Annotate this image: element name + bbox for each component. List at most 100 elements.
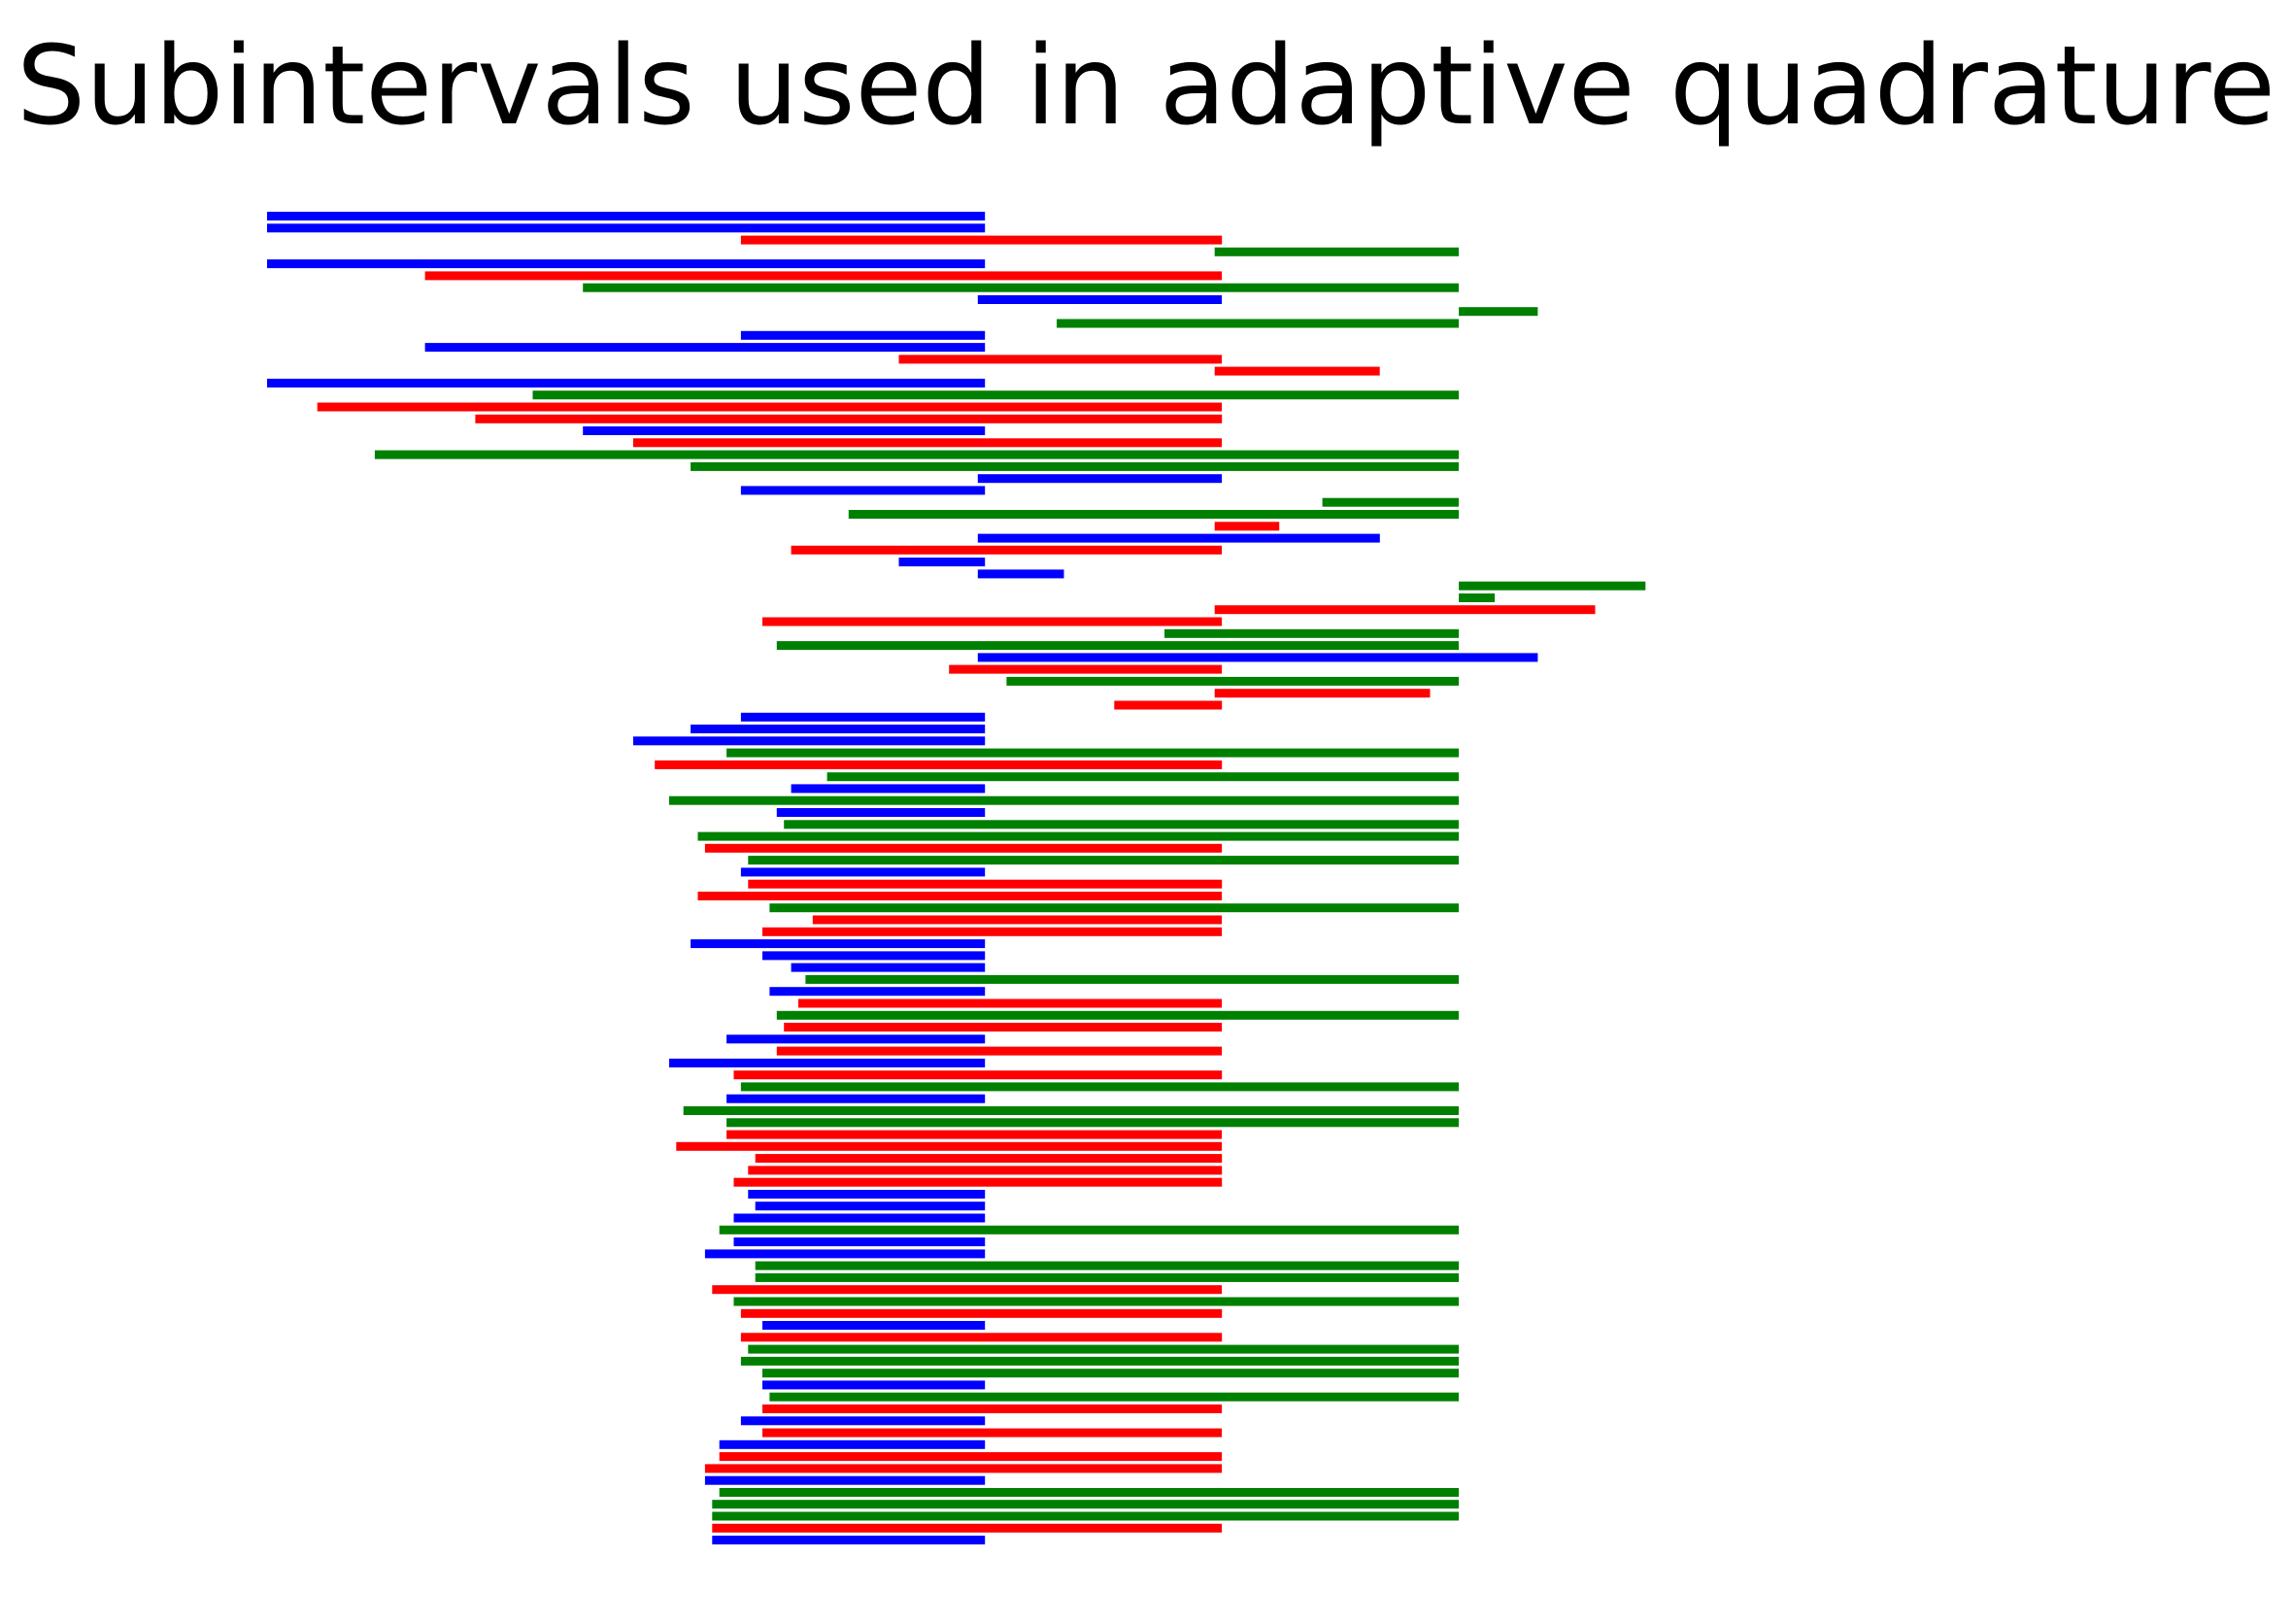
interval-bar-blue <box>704 1249 986 1259</box>
interval-bar-blue <box>748 1190 986 1199</box>
interval-bar-blue <box>740 486 986 495</box>
interval-bar-red <box>633 438 1223 448</box>
interval-bar-green <box>769 1392 1459 1402</box>
interval-bar-blue <box>977 295 1223 304</box>
interval-bar-red <box>704 843 1223 853</box>
interval-bar-green <box>776 641 1459 651</box>
interval-bar-red <box>1214 522 1280 531</box>
interval-bar-blue <box>424 343 986 353</box>
interval-bar-green <box>719 1488 1460 1497</box>
interval-bar-green <box>1214 247 1459 256</box>
interval-bar-red <box>1214 689 1431 698</box>
interval-bar-red <box>762 1428 1223 1438</box>
interval-bar-red <box>755 1154 1223 1164</box>
interval-bar-green <box>784 820 1459 829</box>
interval-bar-green <box>726 748 1460 758</box>
interval-bar-red <box>740 235 1223 245</box>
interval-bar-green <box>1164 628 1460 638</box>
interval-bar-blue <box>740 867 986 877</box>
interval-bar-blue <box>762 951 986 961</box>
interval-bar-green <box>1459 593 1496 602</box>
interval-bar-red <box>475 414 1223 423</box>
interval-bar-blue <box>719 1439 986 1449</box>
interval-bar-blue <box>762 1321 986 1330</box>
interval-bar-red <box>776 1046 1223 1056</box>
interval-bar-blue <box>267 259 986 269</box>
interval-bar-green <box>769 903 1459 913</box>
interval-bar-blue <box>704 1475 986 1485</box>
interval-bar-blue <box>791 963 986 972</box>
interval-bar-green <box>669 795 1460 805</box>
interval-bar-blue <box>712 1536 986 1545</box>
interval-bar-red <box>791 545 1223 555</box>
interval-bar-red <box>676 1141 1223 1151</box>
interval-bar-green <box>1057 319 1460 328</box>
interval-bar-red <box>726 1130 1223 1139</box>
interval-bar-blue <box>755 1201 986 1211</box>
interval-bar-blue <box>791 784 986 794</box>
interval-bar-green <box>697 831 1460 841</box>
interval-bar-green <box>719 1225 1460 1235</box>
interval-bar-green <box>583 283 1459 292</box>
interval-bar-green <box>776 1010 1459 1020</box>
interval-bar-green <box>532 390 1460 400</box>
interval-bar-red <box>762 617 1223 626</box>
interval-bar-green <box>755 1272 1460 1282</box>
interval-bar-green <box>683 1106 1459 1115</box>
interval-bar-green <box>726 1118 1460 1128</box>
interval-bar-green <box>826 772 1460 782</box>
interval-bar-red <box>1214 366 1380 376</box>
interval-bar-green <box>691 461 1459 471</box>
interval-bar-blue <box>669 1058 986 1067</box>
interval-bar-red <box>704 1464 1223 1473</box>
interval-bars <box>267 212 1646 1545</box>
interval-bar-red <box>733 1177 1223 1187</box>
interval-bar-red <box>898 355 1223 364</box>
interval-bar-red <box>712 1285 1223 1295</box>
interval-bar-red <box>798 998 1223 1008</box>
interval-bar-red <box>697 892 1223 900</box>
interval-bar-red <box>1114 700 1223 710</box>
interval-bar-green <box>1459 307 1538 317</box>
interval-bar-red <box>762 927 1223 936</box>
interval-bar-red <box>733 1070 1223 1080</box>
interval-bar-green <box>712 1511 1460 1521</box>
interval-bar-red <box>712 1523 1223 1533</box>
interval-bar-blue <box>691 939 986 949</box>
interval-bar-blue <box>733 1237 986 1247</box>
interval-bar-blue <box>267 212 986 220</box>
interval-bar-blue <box>726 1094 986 1103</box>
interval-bar-blue <box>740 330 986 340</box>
interval-bar-green <box>740 1082 1460 1092</box>
interval-bar-blue <box>633 736 986 746</box>
interval-bar-green <box>748 856 1460 865</box>
interval-bar-red <box>317 402 1223 412</box>
interval-bar-red <box>784 1023 1223 1032</box>
interval-bar-green <box>712 1500 1460 1509</box>
interval-bar-green <box>805 974 1460 984</box>
interval-bar-blue <box>769 987 986 997</box>
interval-bar-blue <box>762 1380 986 1390</box>
interval-bar-red <box>1214 605 1596 615</box>
interval-bar-blue <box>740 1416 986 1426</box>
interval-bar-green <box>1006 676 1460 686</box>
interval-bar-blue <box>733 1213 986 1223</box>
interval-bar-blue <box>776 808 986 817</box>
interval-bar-red <box>812 915 1223 925</box>
interval-bar-red <box>655 760 1223 769</box>
interval-bar-red <box>740 1333 1223 1342</box>
interval-bar-blue <box>726 1034 986 1044</box>
interval-bar-red <box>424 271 1223 281</box>
interval-bar-blue <box>267 378 986 388</box>
interval-bar-blue <box>740 712 986 722</box>
interval-bar-red <box>740 1308 1223 1318</box>
interval-bar-red <box>748 1166 1223 1175</box>
interval-bar-red <box>949 664 1223 674</box>
interval-bar-blue <box>267 223 986 233</box>
interval-bar-green <box>1322 497 1459 507</box>
interval-bar-blue <box>977 474 1223 484</box>
interval-bar-green <box>1459 581 1646 591</box>
interval-bar-green <box>748 1344 1460 1354</box>
chart-title: Subintervals used in adaptive quadrature <box>17 23 2275 150</box>
